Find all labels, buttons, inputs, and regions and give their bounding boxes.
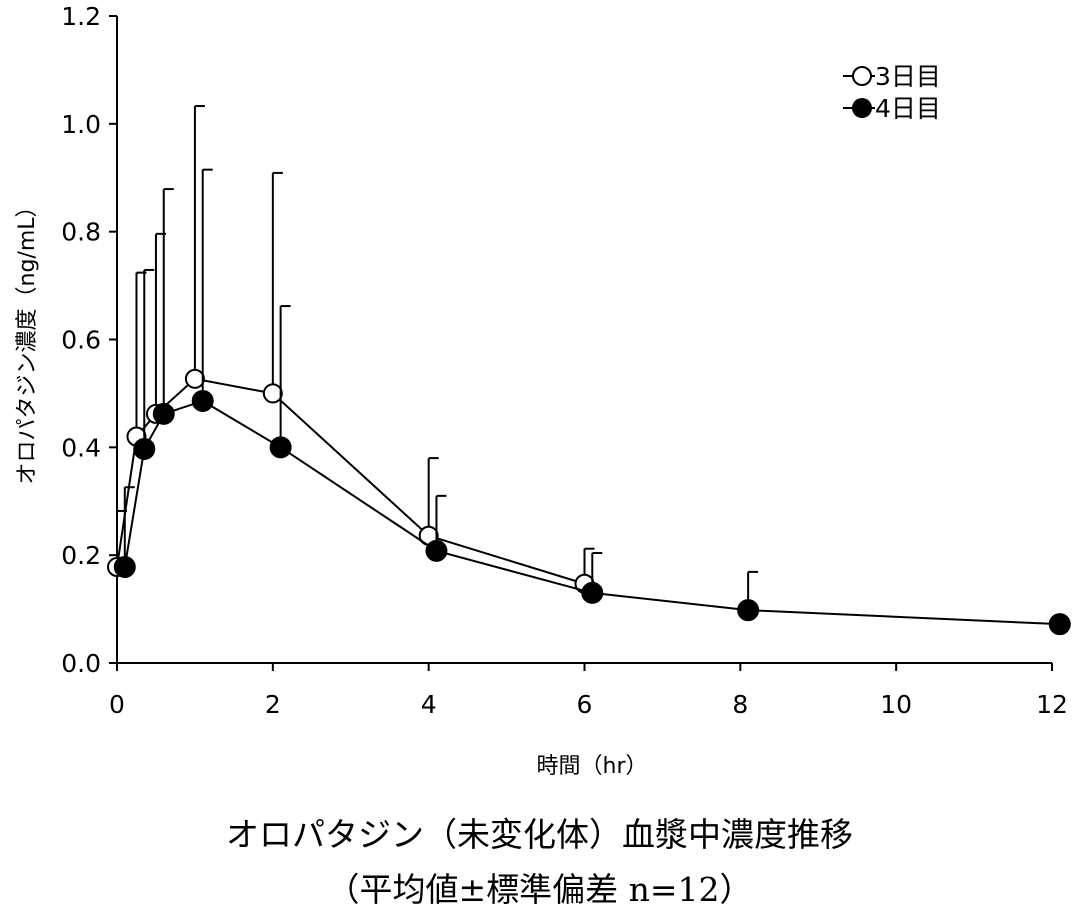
data-point [152,402,175,425]
data-point [269,436,292,459]
y-tick-label: 0.0 [61,649,101,678]
y-tick-label: 0.8 [61,218,101,247]
x-tick-label: 2 [265,690,281,719]
x-tick-label: 0 [109,690,125,719]
x-tick-label: 8 [732,690,748,719]
data-point [262,383,283,404]
chart-title: オロパタジン（未変化体）血漿中濃度推移 [226,815,853,854]
legend: 3日目 4日目 [843,62,941,123]
data-point [184,368,205,389]
series-1 [107,105,595,594]
y-tick-label: 1.0 [61,110,101,139]
y-axis-label: オロパタジン濃度（ng/mL） [15,195,40,484]
data-point [191,389,214,412]
data-point [113,556,136,579]
y-tick-label: 0.4 [61,433,101,462]
x-axis-label: 時間（hr） [537,754,648,779]
axes: 0 2 4 6 8 10 12 0.0 0.2 0.4 0.6 0.8 1.0 1.2 [61,2,1068,719]
data-point [1048,613,1071,636]
legend-marker-day4 [852,98,872,118]
data-point [581,581,604,604]
legend-label-day4: 4日目 [875,94,941,123]
concentration-chart: 0 2 4 6 8 10 12 0.0 0.2 0.4 0.6 0.8 1.0 1.2 3日目 4日目 時… [15,2,1071,779]
data-point [737,599,760,622]
x-tick-label: 6 [577,690,593,719]
x-tick-label: 4 [421,690,437,719]
x-tick-label: 12 [1036,690,1068,719]
series-line [116,377,585,585]
data-point [425,539,448,562]
y-tick-label: 0.2 [61,541,101,570]
legend-label-day3: 3日目 [875,62,941,91]
series-layer [107,105,1071,636]
y-tick-label: 0.6 [61,326,101,355]
data-point [133,437,156,460]
chart-subtitle: （平均値±標準偏差 n=12） [326,870,753,909]
legend-marker-day3 [852,66,872,86]
y-tick-label: 1.2 [61,2,101,31]
series-2 [113,168,1071,636]
x-tick-label: 10 [880,690,912,719]
